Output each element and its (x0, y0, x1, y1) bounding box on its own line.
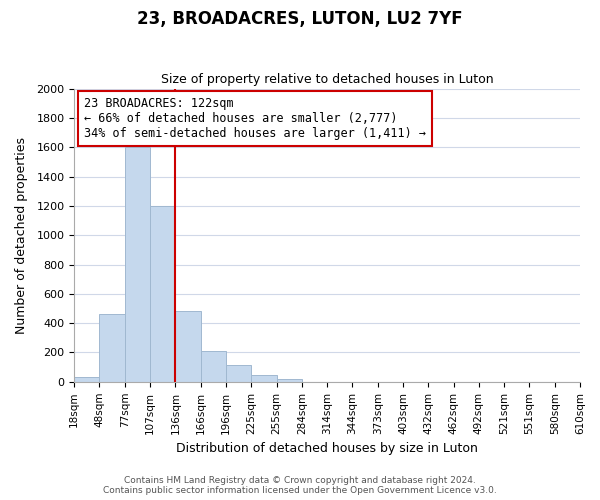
X-axis label: Distribution of detached houses by size in Luton: Distribution of detached houses by size … (176, 442, 478, 455)
Title: Size of property relative to detached houses in Luton: Size of property relative to detached ho… (161, 73, 493, 86)
Bar (200, 351, 226, 382)
Bar (277, 379, 302, 382)
Bar (226, 365, 251, 382)
Bar (150, 206, 175, 382)
Text: 23 BROADACRES: 122sqm
← 66% of detached houses are smaller (2,777)
34% of semi-d: 23 BROADACRES: 122sqm ← 66% of detached … (84, 98, 426, 140)
Bar (100, 314, 125, 382)
Text: 23, BROADACRES, LUTON, LU2 7YF: 23, BROADACRES, LUTON, LU2 7YF (137, 10, 463, 28)
Bar (125, 147, 150, 382)
Y-axis label: Number of detached properties: Number of detached properties (15, 136, 28, 334)
Bar (251, 375, 277, 382)
Bar (74, 376, 100, 382)
Bar (175, 312, 200, 382)
Text: Contains HM Land Registry data © Crown copyright and database right 2024.
Contai: Contains HM Land Registry data © Crown c… (103, 476, 497, 495)
